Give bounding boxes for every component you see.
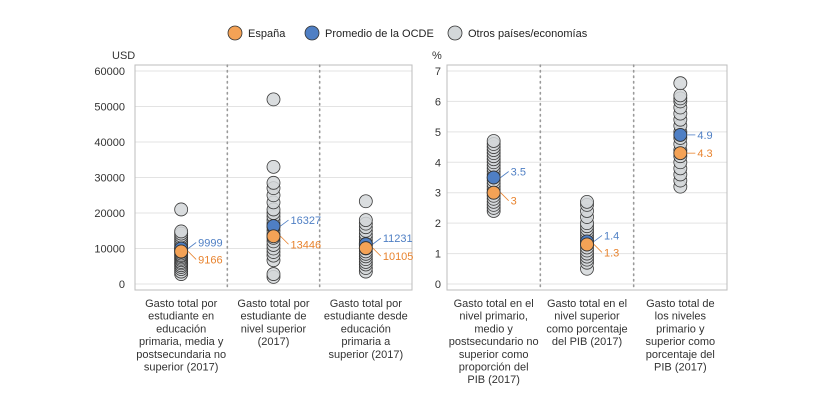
y-tick-label: 20000 (94, 208, 125, 220)
point-other (358, 213, 373, 228)
label-leader (593, 235, 603, 242)
label-leader (500, 171, 509, 178)
y-tick-label: 4 (435, 157, 441, 169)
label-leader (593, 244, 603, 253)
label-leader (187, 242, 197, 249)
data-label-oecd: 9999 (198, 238, 222, 250)
point-spain (486, 185, 501, 200)
data-label-spain: 13446 (291, 239, 322, 251)
y-tick-label: 50000 (94, 102, 125, 114)
point-other (580, 194, 594, 209)
legend-item: Otros países/economías (447, 25, 588, 41)
data-label-oecd: 4.9 (697, 130, 712, 142)
y-tick-label: 3 (435, 188, 441, 200)
point-other (266, 159, 281, 174)
data-label-oecd: 11231 (383, 233, 413, 245)
label-leader (372, 237, 382, 245)
legend-label: España (248, 28, 286, 40)
category-label: Gasto total por estudiante desde educación… (324, 298, 408, 361)
point-other (673, 88, 688, 103)
data-label-spain: 10105 (383, 251, 414, 263)
point-spain (266, 229, 281, 244)
panel-usd: 0 10000 20000 30000 40000 50000 60000 USD 9999 16… (94, 50, 413, 374)
legend-marker (304, 25, 320, 41)
legend-item: Promedio de la OCDE (304, 25, 434, 41)
point-spain (580, 237, 594, 252)
data-label-spain: 9166 (198, 254, 222, 266)
y-tick-label: 6 (435, 96, 441, 108)
point-other (673, 76, 688, 91)
y-tick-label: 2 (435, 218, 441, 230)
category-label: Gasto total por estudiante en educación pri… (136, 298, 226, 374)
point-oecd (486, 170, 501, 185)
y-tick-label: 30000 (94, 173, 125, 185)
point-other (266, 92, 281, 107)
legend: España Promedio de la OCDE Otros países/ec… (227, 25, 588, 41)
panel-percent: 0 1 2 3 4 5 6 7% 3.5 1.4 4.9 3 1.3 4.3 Gasto total en … (432, 50, 728, 386)
data-label-oecd: 1.4 (604, 230, 619, 242)
data-label-oecd: 16327 (291, 215, 322, 227)
point-other (266, 267, 281, 281)
category-label: Gasto total de los niveles primario y super… (645, 298, 715, 374)
point-other (358, 194, 373, 209)
point-other (174, 202, 189, 217)
data-label-spain: 4.3 (697, 148, 712, 160)
label-leader (372, 247, 382, 257)
panel-frame (446, 64, 728, 291)
data-label-oecd: 3.5 (511, 167, 526, 179)
point-spain (358, 241, 373, 256)
legend-item: España (227, 25, 286, 41)
legend-label: Promedio de la OCDE (325, 28, 434, 40)
y-tick-label: 1 (435, 249, 441, 261)
point-oecd (673, 127, 688, 142)
legend-marker (447, 25, 463, 41)
y-tick-label: 60000 (94, 66, 125, 78)
label-leader (500, 192, 509, 201)
y-tick-label: 0 (435, 279, 441, 291)
y-tick-label: 7 (435, 66, 441, 78)
legend-marker (227, 25, 243, 41)
y-tick-label: 10000 (94, 244, 125, 256)
y-tick-label: 5 (435, 127, 441, 139)
category-label: Gasto total por estudiante de nivel superi… (237, 298, 309, 348)
point-spain (673, 146, 688, 161)
panel-frame (134, 64, 413, 291)
point-other (266, 175, 281, 190)
y-tick-label: 0 (119, 279, 125, 291)
unit-label: USD (112, 50, 135, 62)
point-other (486, 134, 501, 148)
point-spain (174, 244, 189, 259)
legend-label: Otros países/economías (468, 28, 588, 40)
data-label-spain: 1.3 (604, 247, 619, 259)
label-leader (280, 235, 289, 245)
point-other (174, 224, 189, 239)
y-tick-label: 40000 (94, 137, 125, 149)
unit-label: % (432, 50, 442, 62)
label-leader (187, 251, 197, 260)
data-label-spain: 3 (511, 196, 517, 208)
label-leader (280, 219, 289, 227)
category-label: Gasto total en el nivel superior como porc… (546, 298, 627, 348)
